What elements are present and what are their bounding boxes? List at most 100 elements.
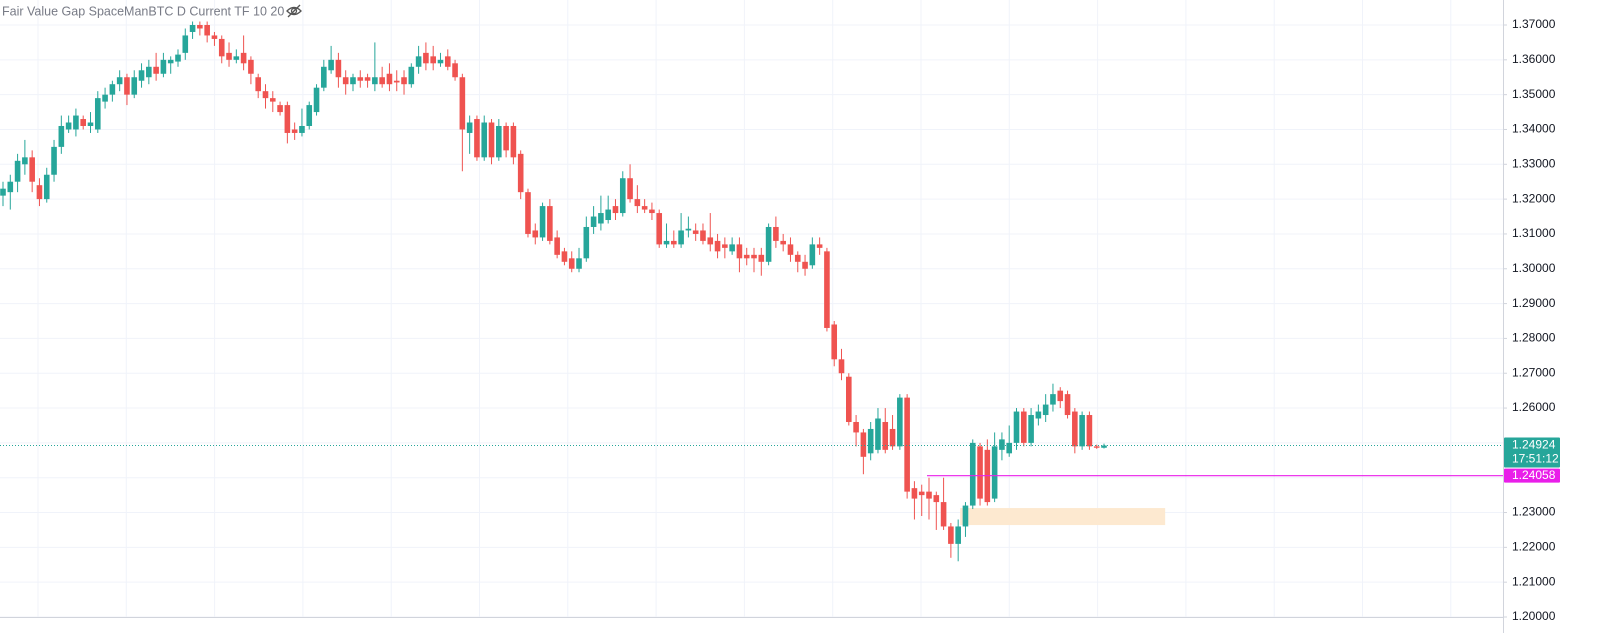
- candle-body: [634, 199, 641, 207]
- candle-body: [372, 77, 378, 85]
- candle-body: [197, 25, 203, 29]
- candle-body: [816, 244, 823, 248]
- candle-body: [926, 491, 932, 499]
- candle-body: [1035, 411, 1042, 419]
- candle-body: [671, 240, 677, 245]
- candle-body: [809, 244, 816, 266]
- candle-body: [87, 122, 94, 126]
- y-tick-label: 1.23000: [1512, 505, 1556, 519]
- candle-body: [313, 87, 320, 113]
- candle-body: [663, 240, 670, 245]
- candle-body: [335, 59, 342, 78]
- candle-body: [656, 213, 663, 245]
- candle-body: [350, 77, 356, 85]
- candle-body: [291, 129, 298, 133]
- candle-body: [7, 181, 14, 193]
- y-tick-label: 1.21000: [1512, 574, 1556, 588]
- candle-body: [51, 146, 57, 175]
- y-tick-label: 1.36000: [1512, 52, 1556, 66]
- y-tick-label: 1.35000: [1512, 87, 1556, 101]
- candle-body: [517, 153, 524, 193]
- candle-body: [437, 59, 444, 64]
- candle-body: [138, 70, 145, 81]
- candle-body: [831, 324, 838, 360]
- candle-body: [627, 178, 633, 200]
- candle-body: [408, 66, 415, 85]
- candle-body: [379, 77, 385, 85]
- candle-body: [700, 230, 706, 241]
- candle-body: [838, 359, 845, 374]
- candle-body: [189, 25, 196, 32]
- hide-icon[interactable]: [286, 4, 302, 18]
- candle-body: [386, 73, 393, 85]
- candle-body: [153, 66, 159, 74]
- candle-body: [321, 66, 327, 88]
- candle-body: [218, 38, 225, 57]
- candle-body: [867, 428, 874, 454]
- current-price-label: 1.24924: [1512, 438, 1556, 452]
- candle-body: [481, 122, 488, 158]
- marks: [0, 21, 1503, 562]
- candle-body: [824, 251, 830, 328]
- candle-body: [269, 98, 276, 102]
- candle-body: [466, 122, 473, 133]
- candle-body: [707, 237, 714, 245]
- candle-body: [393, 80, 400, 83]
- y-tick-label: 1.26000: [1512, 400, 1556, 414]
- y-tick-label: 1.33000: [1512, 156, 1556, 170]
- candle-body: [780, 240, 786, 245]
- candle-body: [182, 35, 189, 53]
- candle-body: [1093, 446, 1100, 448]
- candle-body: [43, 174, 50, 200]
- y-tick-label: 1.20000: [1512, 609, 1556, 623]
- price-axis: 1.37000 1.36000 1.35000 1.34000 1.33000 1.320…: [1503, 17, 1560, 623]
- candle-body: [612, 206, 619, 214]
- candle-body: [802, 261, 808, 269]
- candle-body: [619, 178, 626, 214]
- level-badge: [1504, 468, 1560, 483]
- candle-body: [328, 59, 334, 71]
- candle-body: [14, 160, 21, 182]
- candle-body: [248, 59, 254, 74]
- candle-body: [758, 254, 765, 262]
- fvg-zone: [960, 508, 1166, 526]
- candle-body: [977, 446, 983, 499]
- candle-body: [175, 54, 181, 62]
- candle-body: [1072, 411, 1078, 447]
- candle-body: [911, 488, 918, 499]
- candle-body: [240, 52, 247, 64]
- current-price-badge: [1504, 437, 1560, 468]
- candle-body: [423, 52, 429, 64]
- candle-body: [160, 59, 167, 74]
- candle-body: [897, 397, 903, 447]
- y-tick-label: 1.32000: [1512, 191, 1556, 205]
- candle-body: [204, 25, 210, 36]
- candle-body: [1086, 415, 1093, 447]
- candle-body: [1006, 442, 1013, 454]
- candle-body: [525, 192, 531, 234]
- candle-body: [226, 52, 232, 60]
- candle-body: [875, 418, 881, 450]
- candle-body: [685, 228, 692, 231]
- candle-body: [532, 230, 539, 238]
- candle-body: [415, 56, 422, 67]
- candle-body: [167, 59, 174, 64]
- candle-body: [751, 254, 757, 259]
- candle-body: [598, 213, 604, 224]
- candle-body: [0, 188, 6, 196]
- candle-body: [58, 125, 65, 147]
- candle-body: [722, 244, 728, 248]
- candle-body: [714, 240, 721, 252]
- candle-body: [342, 77, 349, 85]
- candle-body: [933, 495, 940, 503]
- candle-body: [969, 442, 976, 506]
- candle-body: [860, 432, 867, 457]
- candle-body: [1079, 415, 1085, 447]
- candle-body: [568, 258, 575, 269]
- candle-body: [444, 56, 451, 67]
- candle-body: [904, 397, 910, 492]
- candle-body: [1050, 394, 1056, 405]
- candle-body: [736, 244, 743, 259]
- candle-body: [306, 105, 313, 126]
